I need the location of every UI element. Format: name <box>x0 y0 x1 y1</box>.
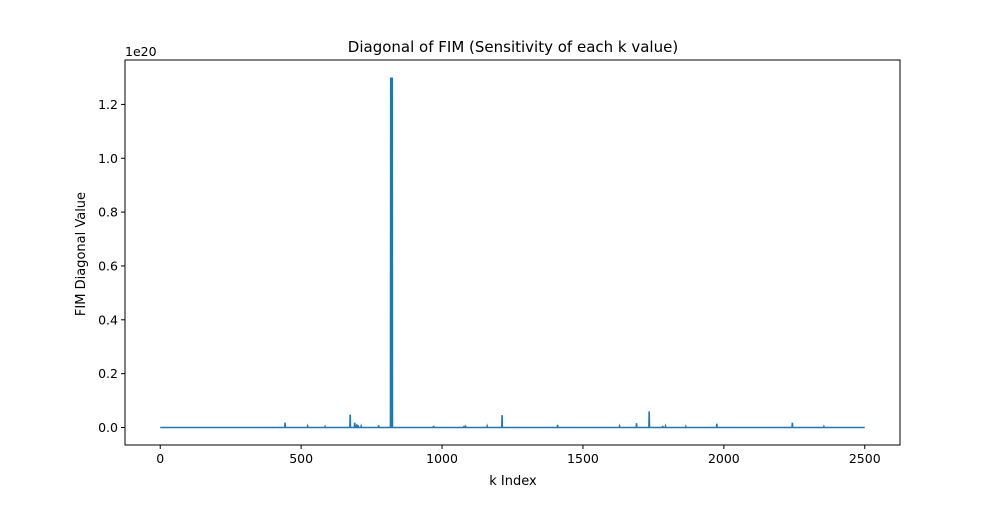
y-offset-label: 1e20 <box>125 44 157 59</box>
x-tick-label: 2500 <box>849 451 881 466</box>
x-tick-label: 2000 <box>708 451 740 466</box>
x-tick-label: 500 <box>289 451 313 466</box>
series-line <box>160 77 865 429</box>
y-tick-label: 0.6 <box>98 258 118 273</box>
y-tick-label: 0.2 <box>98 366 118 381</box>
plot-area: 0 500 1000 1500 2000 2500 0.0 0.2 0.4 0.6 0.8 1.0 1.… <box>98 77 881 466</box>
y-axis-label: FIM Diagonal Value <box>74 192 89 316</box>
x-tick-label: 1000 <box>426 451 458 466</box>
y-tick-label: 1.0 <box>98 151 118 166</box>
y-tick-label: 0.0 <box>98 420 118 435</box>
x-axis-label: k Index <box>489 474 537 489</box>
chart-title: Diagonal of FIM (Sensitivity of each k v… <box>348 38 678 56</box>
y-tick-label: 0.4 <box>98 312 118 327</box>
axes-frame <box>124 59 901 446</box>
y-tick-label: 1.2 <box>98 97 118 112</box>
x-tick-label: 1500 <box>567 451 599 466</box>
y-tick-label: 0.8 <box>98 205 118 220</box>
x-tick-label: 0 <box>156 451 164 466</box>
